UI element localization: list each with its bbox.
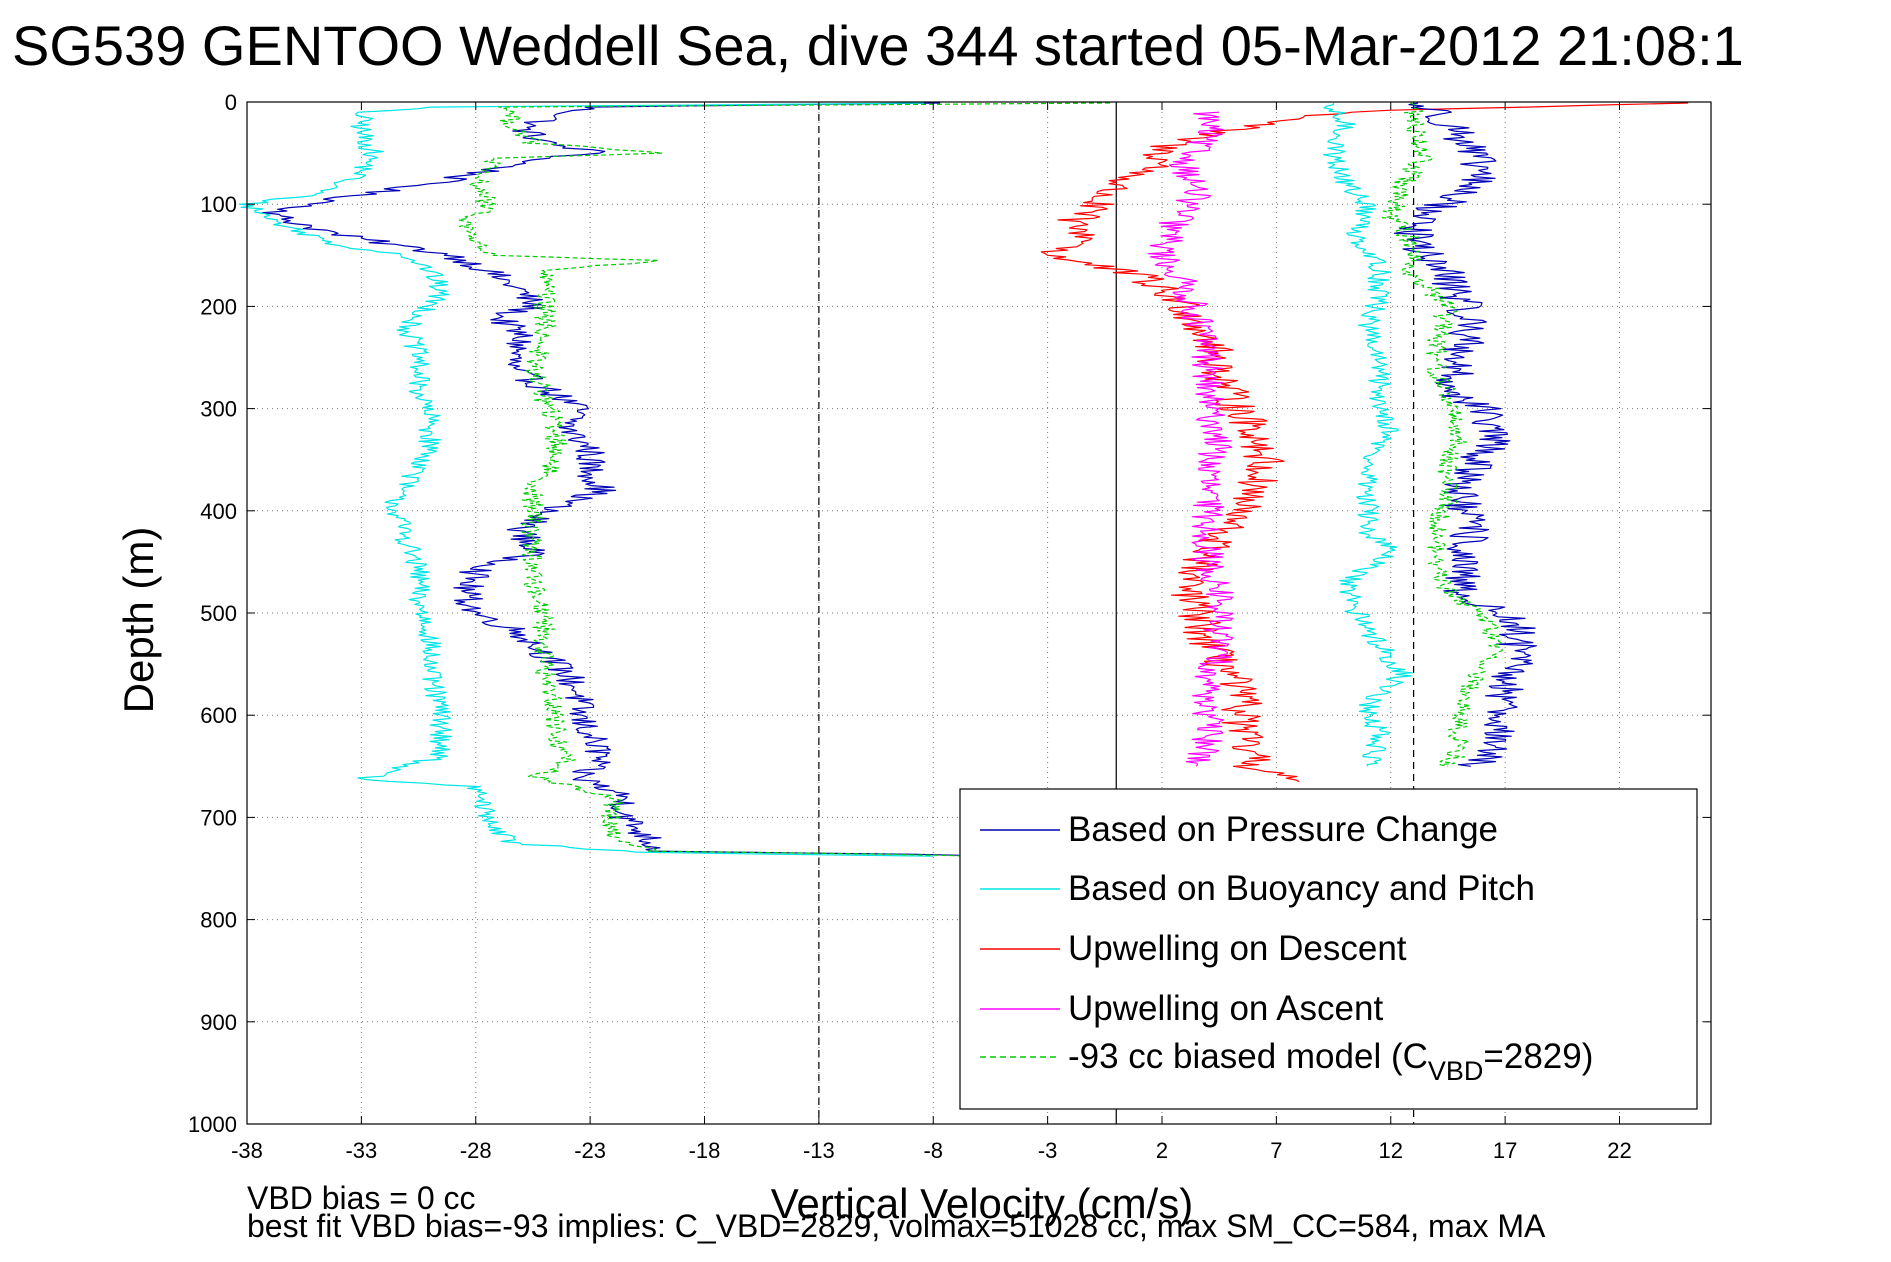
legend-label-subscript: VBD: [1428, 1056, 1484, 1086]
x-tick-label: 12: [1379, 1138, 1403, 1163]
y-tick-label: 600: [200, 703, 237, 728]
y-tick-label: 700: [200, 805, 237, 830]
vbd-bias-note: VBD bias = 0 cc: [247, 1180, 476, 1216]
x-axis-label: Vertical Velocity (cm/s): [771, 1180, 1193, 1227]
axes-layer: -38 -33 -28 -23 -18 -13 -8 -3 2 7 12 17 22 0 100 200 300…: [188, 90, 1712, 1163]
y-axis-label: Depth (m): [115, 527, 162, 714]
series-line: [238, 102, 934, 857]
x-tick-label: -38: [231, 1138, 263, 1163]
y-tick-label: 500: [200, 601, 237, 626]
x-tick-label: 7: [1270, 1138, 1282, 1163]
x-tick-label: -23: [574, 1138, 606, 1163]
y-tick-label: 400: [200, 499, 237, 524]
x-tick-label: -13: [803, 1138, 835, 1163]
x-tick-label: 17: [1493, 1138, 1517, 1163]
legend: Based on Pressure Change Based on Buoyanc…: [959, 788, 1698, 1110]
y-tick-label: 800: [200, 908, 237, 933]
legend-label: Upwelling on Descent: [1068, 929, 1407, 968]
series-line: [1147, 111, 1234, 767]
chart-title: SG539 GENTOO Weddell Sea, dive 344 start…: [12, 14, 1744, 77]
series-line: [1381, 102, 1503, 767]
y-tick-label: 100: [200, 192, 237, 217]
series-line: [1393, 102, 1537, 767]
series-layer: [238, 102, 1689, 857]
y-tick-label: 0: [225, 90, 237, 115]
series-line: [458, 102, 1111, 857]
series-line: [1040, 102, 1689, 783]
legend-label: Based on Buoyancy and Pitch: [1068, 869, 1535, 908]
legend-box: [959, 788, 1698, 1110]
legend-label: Upwelling on Ascent: [1068, 989, 1383, 1028]
series-line: [1322, 102, 1413, 767]
x-tick-label: -18: [689, 1138, 721, 1163]
y-tick-label: 300: [200, 397, 237, 422]
y-tick-label: 900: [200, 1010, 237, 1035]
legend-label: Based on Pressure Change: [1068, 810, 1498, 849]
y-tick-label: 200: [200, 294, 237, 319]
y-tick-label: 1000: [188, 1112, 237, 1137]
x-tick-label: 2: [1156, 1138, 1168, 1163]
x-tick-label: -28: [460, 1138, 492, 1163]
best-fit-note: best fit VBD bias=-93 implies: C_VBD=282…: [247, 1208, 1546, 1244]
x-tick-label: -3: [1038, 1138, 1058, 1163]
x-tick-label: -8: [923, 1138, 943, 1163]
x-tick-label: -33: [345, 1138, 377, 1163]
series-line: [261, 102, 1002, 857]
legend-label-suffix: =2829): [1483, 1037, 1593, 1076]
x-tick-label: 22: [1607, 1138, 1631, 1163]
